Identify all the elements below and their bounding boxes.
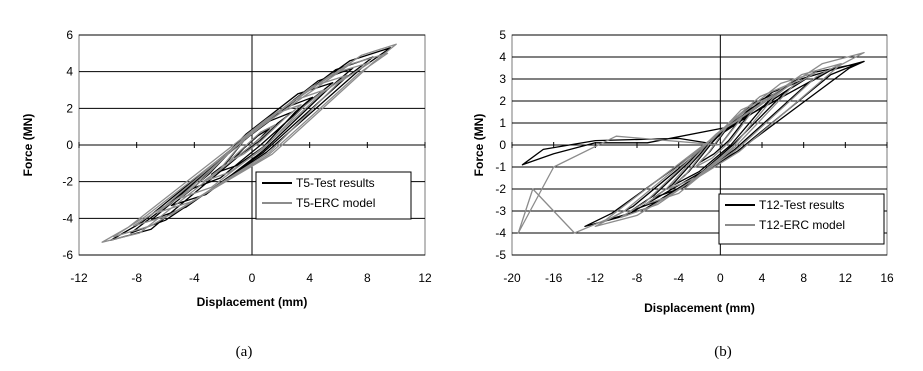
legend-label-1: T5-Test results — [296, 176, 375, 190]
legend-box — [718, 193, 885, 245]
y-tick-label: -1 — [495, 160, 506, 174]
y-tick-label: -4 — [495, 226, 506, 240]
legend-box — [255, 171, 412, 220]
x-tick-label: -8 — [131, 271, 142, 285]
x-tick-label: -12 — [587, 271, 605, 285]
x-axis-title: Displacement (mm) — [644, 301, 755, 315]
y-tick-label: 0 — [66, 138, 73, 152]
legend-label-1: T12-Test results — [759, 198, 844, 212]
x-tick-label: -12 — [70, 271, 88, 285]
x-tick-label: 8 — [800, 271, 807, 285]
y-tick-label: -3 — [495, 204, 506, 218]
legend-label-2: T12-ERC model — [759, 218, 845, 232]
legend-label-2: T5-ERC model — [296, 196, 375, 210]
x-tick-label: -4 — [189, 271, 200, 285]
x-tick-label: 0 — [717, 271, 724, 285]
x-tick-label: -4 — [673, 271, 684, 285]
caption-b: (b) — [714, 344, 732, 360]
y-tick-label: -2 — [495, 182, 506, 196]
y-tick-label: 1 — [499, 116, 506, 130]
y-tick-label: 6 — [66, 28, 73, 42]
y-axis-title: Force (MN) — [472, 114, 486, 177]
y-tick-label: -6 — [62, 248, 73, 262]
series-line-2 — [517, 51, 865, 234]
caption-a: (a) — [235, 344, 253, 360]
x-tick-label: 12 — [418, 271, 432, 285]
y-tick-label: -5 — [495, 248, 506, 262]
x-tick-label: 4 — [306, 271, 313, 285]
y-tick-label: 5 — [499, 28, 506, 42]
x-tick-label: 16 — [880, 271, 894, 285]
x-tick-label: 4 — [759, 271, 766, 285]
y-axis-title: Force (MN) — [21, 114, 35, 177]
y-tick-label: 3 — [499, 72, 506, 86]
x-tick-label: -8 — [632, 271, 643, 285]
x-tick-label: 8 — [364, 271, 371, 285]
x-tick-label: -20 — [503, 271, 521, 285]
y-tick-label: 2 — [499, 94, 506, 108]
y-tick-label: 0 — [499, 138, 506, 152]
x-axis-title: Displacement (mm) — [197, 295, 308, 309]
y-tick-label: 4 — [66, 65, 73, 79]
y-tick-label: -4 — [62, 211, 73, 225]
x-tick-label: 0 — [249, 271, 256, 285]
y-tick-label: 2 — [66, 101, 73, 115]
series-line-2 — [101, 43, 397, 243]
y-tick-label: 4 — [499, 50, 506, 64]
x-tick-label: 12 — [839, 271, 853, 285]
x-tick-label: -16 — [545, 271, 563, 285]
y-tick-label: -2 — [62, 175, 73, 189]
chart-a: -6 -4 -2 0 2 4 6 -12 -8 -4 0 4 8 12 Displacement (mm) F… — [21, 28, 432, 309]
